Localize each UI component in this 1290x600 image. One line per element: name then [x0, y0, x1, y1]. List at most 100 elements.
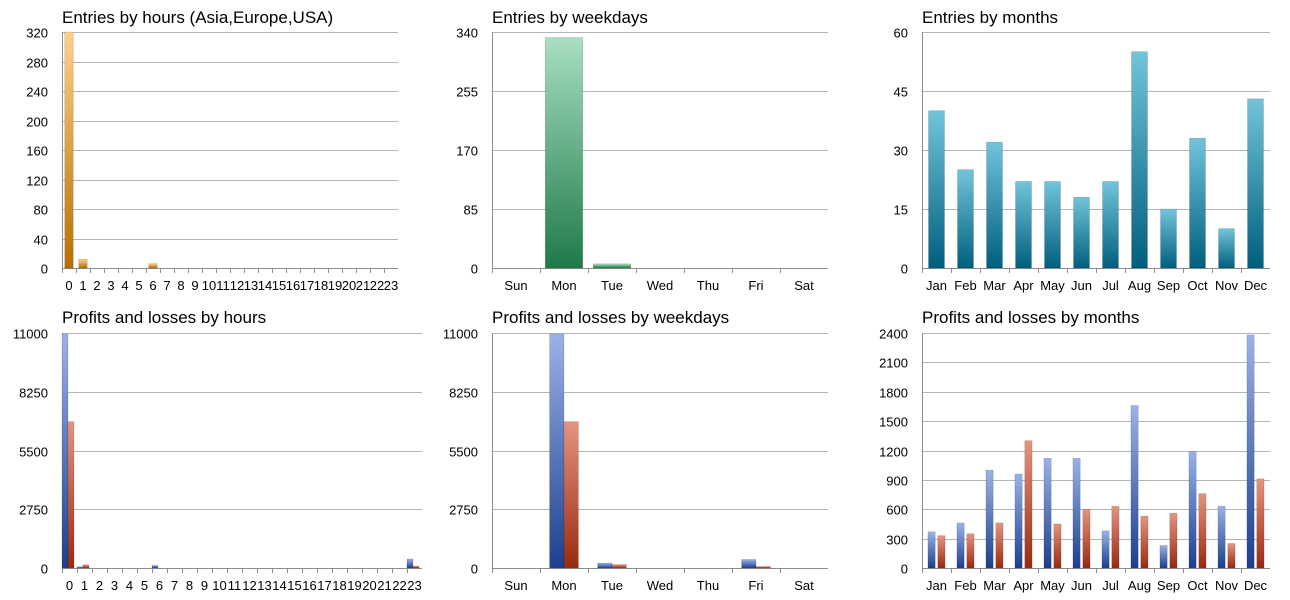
x-tick-label: 11 [228, 578, 242, 593]
x-tick-label: Apr [1013, 278, 1034, 293]
x-tick-label: 3 [107, 278, 114, 293]
x-tick-label: 1 [81, 578, 88, 593]
x-tick-label: 22 [370, 278, 384, 293]
y-tick-label: 200 [26, 115, 48, 130]
x-tick-label: 17 [317, 578, 331, 593]
x-tick-label: 5 [141, 578, 148, 593]
profit-bar [956, 522, 965, 569]
x-tick-label: 1 [79, 278, 86, 293]
x-tick-label: 7 [163, 278, 170, 293]
y-tick-label: 30 [894, 144, 908, 159]
x-tick-label: 20 [342, 278, 356, 293]
loss-bar [82, 564, 90, 569]
profit-bar [1159, 545, 1168, 569]
x-tick-label: 13 [257, 578, 271, 593]
y-tick-label: 2750 [449, 503, 478, 518]
bar [1044, 181, 1061, 269]
chart-title: Entries by weekdays [492, 8, 648, 27]
y-tick-label: 85 [464, 203, 478, 218]
loss-bar [67, 421, 75, 569]
y-tick-label: 0 [901, 262, 908, 277]
bar [1247, 98, 1264, 269]
x-tick-label: Wed [647, 578, 674, 593]
chart-1: Entries by hours (Asia,Europe,USA)040801… [26, 8, 398, 293]
bar [64, 31, 74, 269]
y-tick-label: 340 [456, 26, 478, 41]
loss-bar [1024, 440, 1033, 569]
loss-bar [1169, 512, 1178, 569]
loss-bar [1053, 523, 1062, 569]
bar [148, 263, 158, 269]
x-tick-label: Sep [1157, 278, 1180, 293]
loss-bar [1140, 515, 1149, 569]
loss-bar [412, 565, 420, 569]
y-tick-label: 0 [41, 262, 48, 277]
x-tick-label: 23 [407, 578, 421, 593]
y-tick-label: 2750 [19, 503, 48, 518]
bar [1189, 137, 1206, 269]
y-tick-label: 255 [456, 85, 478, 100]
y-tick-label: 2400 [879, 327, 908, 342]
x-tick-label: 19 [347, 578, 361, 593]
x-tick-label: Sat [794, 578, 814, 593]
y-tick-label: 11000 [13, 327, 48, 342]
y-tick-label: 40 [34, 233, 48, 248]
x-tick-label: Feb [954, 278, 976, 293]
x-tick-label: Dec [1244, 278, 1268, 293]
x-tick-label: Fri [748, 278, 763, 293]
y-tick-label: 240 [26, 85, 48, 100]
x-tick-label: 19 [328, 278, 342, 293]
profit-bar [76, 566, 84, 569]
x-tick-label: Sun [504, 578, 527, 593]
y-tick-label: 0 [471, 562, 478, 577]
y-tick-label: 1500 [879, 415, 908, 430]
x-tick-label: Wed [647, 278, 674, 293]
x-tick-label: 11 [216, 278, 230, 293]
x-tick-label: 0 [66, 578, 73, 593]
profit-bar [406, 558, 414, 569]
x-tick-label: Sep [1157, 578, 1180, 593]
x-tick-label: Tue [601, 578, 623, 593]
x-tick-label: 2 [96, 578, 103, 593]
bar [1218, 228, 1235, 269]
profit-bar [549, 333, 565, 569]
x-tick-label: Mar [983, 278, 1006, 293]
loss-bar [1256, 478, 1265, 569]
x-tick-label: 13 [244, 278, 258, 293]
bar [1073, 196, 1090, 269]
y-tick-label: 8250 [449, 386, 478, 401]
loss-bar [1198, 493, 1207, 569]
x-tick-label: 14 [258, 278, 272, 293]
loss-bar [1082, 509, 1091, 569]
loss-bar [563, 421, 579, 569]
x-tick-label: May [1040, 578, 1065, 593]
x-tick-label: 23 [384, 278, 398, 293]
chart-2: Entries by weekdays 0 85 170 255 340 Sun Mon Tue… [456, 8, 828, 293]
x-tick-label: 15 [287, 578, 301, 593]
y-tick-label: 0 [41, 562, 48, 577]
x-tick-label: Mon [551, 578, 576, 593]
profit-bar [927, 531, 936, 569]
loss-bar [755, 566, 771, 569]
profit-bar [1043, 458, 1052, 569]
x-tick-label: 4 [121, 278, 128, 293]
bar [1015, 181, 1032, 269]
y-tick-label: 0 [901, 562, 908, 577]
x-tick-label: 12 [230, 278, 244, 293]
x-tick-label: 20 [362, 578, 376, 593]
loss-bar [1227, 543, 1236, 569]
x-tick-label: Fri [748, 578, 763, 593]
profit-bar [1188, 451, 1197, 569]
bar [957, 169, 974, 269]
chart-title: Entries by hours (Asia,Europe,USA) [62, 8, 333, 27]
chart-4: Profits and losses by hours0275055008250… [13, 308, 422, 593]
bar [1131, 51, 1148, 269]
x-tick-label: 10 [212, 578, 226, 593]
x-tick-label: Jan [926, 278, 947, 293]
x-tick-label: 12 [242, 578, 256, 593]
x-tick-label: 4 [126, 578, 133, 593]
profit-bar [61, 333, 69, 569]
y-tick-label: 300 [886, 533, 908, 548]
x-tick-label: 9 [191, 278, 198, 293]
y-tick-label: 60 [894, 26, 908, 41]
